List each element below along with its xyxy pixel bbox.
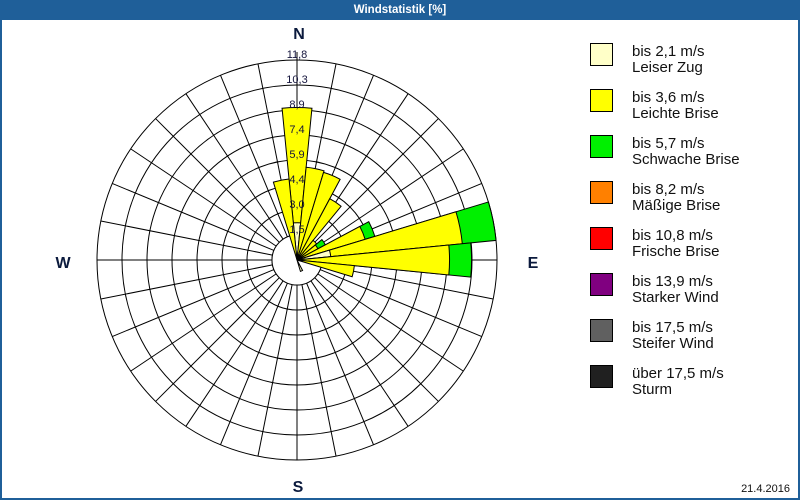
legend-swatch bbox=[590, 135, 613, 158]
grid-spoke bbox=[317, 148, 464, 247]
legend-name: Frische Brise bbox=[632, 243, 720, 260]
compass-label-north: N bbox=[293, 26, 305, 43]
legend-item-steifer-wind: bis 17,5 m/s Steifer Wind bbox=[590, 319, 790, 365]
legend-name: Starker Wind bbox=[632, 289, 719, 306]
legend-speed: bis 13,9 m/s bbox=[632, 273, 713, 290]
wind-bar-segment bbox=[296, 259, 355, 278]
wind-bar-segment bbox=[296, 198, 342, 261]
grid-spoke bbox=[112, 269, 275, 337]
legend-swatch bbox=[590, 365, 613, 388]
legend-speed: bis 2,1 m/s bbox=[632, 43, 705, 60]
grid-spoke bbox=[155, 277, 280, 402]
wind-bar-segment bbox=[281, 106, 313, 261]
radial-tick-label: 8,9 bbox=[289, 99, 304, 111]
radial-tick-label: 4,4 bbox=[289, 174, 304, 186]
grid-spoke bbox=[185, 93, 284, 240]
legend-item-maessige-brise: bis 8,2 m/s Mäßige Brise bbox=[590, 181, 790, 227]
compass-label-south: S bbox=[292, 479, 304, 496]
radial-tick-label: 7,4 bbox=[289, 124, 304, 136]
legend-speed: über 17,5 m/s bbox=[632, 365, 724, 382]
legend-item-sturm: über 17,5 m/s Sturm bbox=[590, 365, 790, 411]
legend-speed: bis 10,8 m/s bbox=[632, 227, 713, 244]
legend-speed: bis 5,7 m/s bbox=[632, 135, 705, 152]
legend-speed: bis 8,2 m/s bbox=[632, 181, 705, 198]
legend-label: bis 8,2 m/s Mäßige Brise bbox=[632, 182, 720, 214]
grid-spoke bbox=[220, 75, 288, 238]
legend-swatch bbox=[590, 181, 613, 204]
wind-bar-segment bbox=[296, 259, 304, 272]
compass-label-west: W bbox=[55, 255, 71, 272]
radial-tick-label: 3,0 bbox=[289, 199, 304, 211]
legend-name: Schwache Brise bbox=[632, 151, 740, 168]
wind-bar-segment bbox=[296, 171, 341, 261]
grid-spoke bbox=[319, 269, 482, 337]
grid-spoke bbox=[314, 118, 439, 243]
legend-item-schwache-brise: bis 5,7 m/s Schwache Brise bbox=[590, 135, 790, 181]
legend-label: bis 13,9 m/s Starker Wind bbox=[632, 274, 719, 306]
legend-label: bis 3,6 m/s Leichte Brise bbox=[632, 90, 719, 122]
grid-spoke bbox=[100, 264, 273, 300]
legend-label: bis 5,7 m/s Schwache Brise bbox=[632, 136, 740, 168]
compass-label-east: E bbox=[527, 255, 539, 272]
date-stamp: 21.4.2016 bbox=[741, 483, 790, 495]
radial-tick-label: 5,9 bbox=[289, 149, 304, 161]
radial-tick-label: 11,8 bbox=[287, 49, 308, 61]
grid-spoke bbox=[112, 183, 275, 251]
radial-tick-labels: 1,5 3,0 4,4 5,9 7,4 8,9 10,3 11,8 bbox=[286, 49, 307, 236]
legend-label: bis 10,8 m/s Frische Brise bbox=[632, 228, 720, 260]
legend-item-leichte-brise: bis 3,6 m/s Leichte Brise bbox=[590, 89, 790, 135]
window-title: Windstatistik [%] bbox=[2, 0, 798, 20]
legend-label: bis 17,5 m/s Steifer Wind bbox=[632, 320, 714, 352]
legend-name: Mäßige Brise bbox=[632, 197, 721, 214]
legend-name: Steifer Wind bbox=[632, 335, 714, 352]
grid-spoke bbox=[155, 118, 280, 243]
legend-label: über 17,5 m/s Sturm bbox=[632, 366, 724, 398]
legend-swatch bbox=[590, 43, 613, 66]
legend-swatch bbox=[590, 319, 613, 342]
grid-spoke bbox=[220, 282, 288, 445]
grid-spoke bbox=[317, 273, 464, 372]
legend-swatch bbox=[590, 89, 613, 112]
radial-tick-label: 1,5 bbox=[289, 224, 304, 236]
legend-item-frische-brise: bis 10,8 m/s Frische Brise bbox=[590, 227, 790, 273]
wind-bar-segment bbox=[296, 244, 451, 276]
legend-speed: bis 17,5 m/s bbox=[632, 319, 713, 336]
legend-item-starker-wind: bis 13,9 m/s Starker Wind bbox=[590, 273, 790, 319]
wind-bars bbox=[272, 106, 497, 278]
grid-spoke bbox=[301, 284, 337, 457]
radial-tick-label: 10,3 bbox=[286, 74, 307, 86]
legend-speed: bis 3,6 m/s bbox=[632, 89, 705, 106]
legend-name: Sturm bbox=[632, 381, 673, 398]
wind-bar-segment bbox=[272, 178, 298, 261]
grid-spoke bbox=[257, 284, 293, 457]
legend-name: Leiser Zug bbox=[632, 59, 703, 76]
legend-swatch bbox=[590, 273, 613, 296]
legend-swatch bbox=[590, 227, 613, 250]
grid-spoke bbox=[100, 220, 273, 256]
grid-spoke bbox=[130, 273, 277, 372]
grid-spoke bbox=[130, 148, 277, 247]
grid-spoke bbox=[185, 280, 284, 427]
legend-item-leiser-zug: bis 2,1 m/s Leiser Zug bbox=[590, 43, 790, 89]
grid-spoke bbox=[314, 277, 439, 402]
grid-spoke bbox=[310, 280, 409, 427]
legend-name: Leichte Brise bbox=[632, 105, 719, 122]
grid-spoke bbox=[306, 282, 374, 445]
legend-label: bis 2,1 m/s Leiser Zug bbox=[632, 44, 705, 76]
